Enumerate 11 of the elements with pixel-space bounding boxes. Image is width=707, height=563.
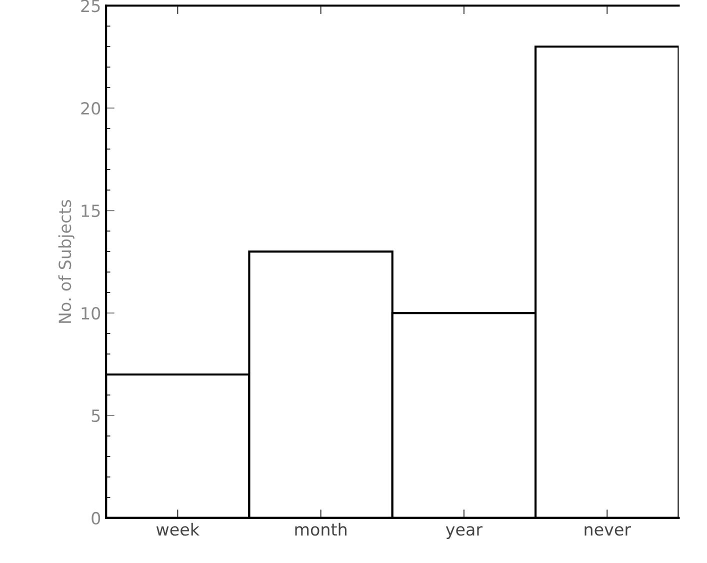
x-tick-label: year bbox=[446, 526, 483, 539]
x-tick-label: week bbox=[156, 522, 200, 536]
y-axis-title: No. of Subjects bbox=[58, 200, 74, 323]
y-tick-label: 25 bbox=[81, 0, 100, 12]
y-tick-label: 0 bbox=[92, 512, 100, 525]
y-tick-label: 10 bbox=[82, 306, 100, 320]
y-tick-label: 20 bbox=[81, 102, 100, 115]
x-tick-label: month bbox=[295, 522, 346, 536]
y-tick-label: 5 bbox=[92, 410, 100, 422]
y-tick-label: 15 bbox=[82, 204, 100, 218]
x-tick-label: never bbox=[584, 526, 632, 536]
